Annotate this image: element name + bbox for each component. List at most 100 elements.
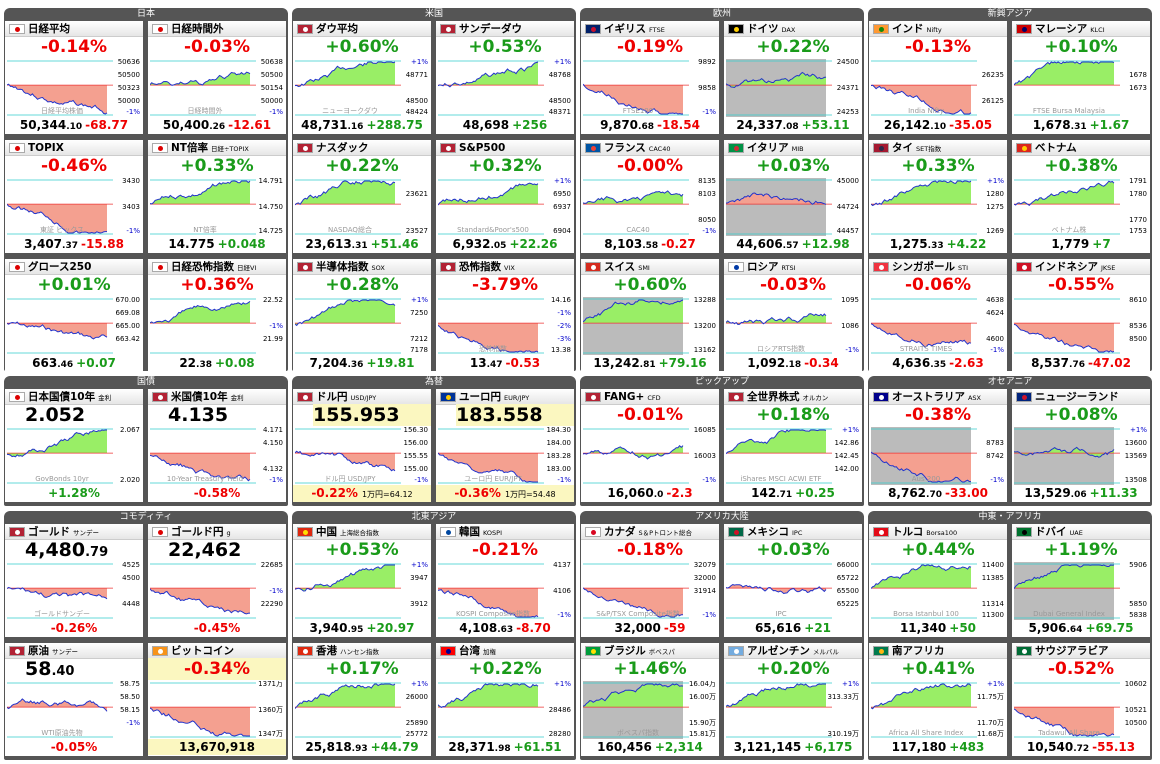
change-value: -3.79%	[471, 275, 539, 295]
change-percent-value: -0.05%	[50, 740, 98, 754]
market-tile[interactable]: サウジアラビア -0.52% 10602 10521 10500 Tadawul All …	[1012, 643, 1150, 756]
market-tile[interactable]: NT倍率 日経÷TOPIX +0.33% 14.791 14.750 14.725 NT倍率…	[148, 140, 286, 253]
sparkline-chart: 66000 65722 65500 65225 IPC	[726, 562, 859, 619]
market-tile[interactable]: 台湾 加権 +0.22% +1% 28486 28280 28,371.98 +61.51	[436, 643, 574, 756]
tile-name-label: 香港	[316, 645, 337, 657]
market-tile[interactable]: サンデーダウ +0.53% +1% 48768 48500 48371 48,698 +256	[436, 21, 574, 134]
market-tile[interactable]: スイス SMI +0.60% 13288 13200 13162 13,242.81 +79.…	[581, 259, 719, 372]
market-tile[interactable]: トルコ Borsa100 +0.44% 11400 11385 11314 11300 Bor…	[869, 524, 1007, 637]
market-tile[interactable]: ロシア RTSI -0.03% 1095 1086 -1% ロシアRTS指数 1,092.18…	[724, 259, 862, 372]
axis-level-label: 25890	[406, 719, 428, 727]
price-value: 1,275	[889, 237, 928, 251]
price-decimal: .31	[1070, 122, 1087, 132]
axis-level-label: 21.99	[263, 335, 283, 343]
tile-sub-label: 加権	[483, 648, 496, 656]
price-decimal: .0	[653, 490, 664, 500]
tile-name-label: 半導体指数	[316, 261, 369, 273]
market-tile[interactable]: 全世界株式 オルカン +0.18% +1% 142.86 142.45 142.00 iSha…	[724, 389, 862, 502]
tile-name: 台湾 加権	[459, 644, 496, 659]
market-tile[interactable]: ドバイ UAE +1.19% 5906 5850 5838 Dubai General In…	[1012, 524, 1150, 637]
flag-emblem	[733, 394, 739, 400]
market-tile[interactable]: ベトナム +0.38% 1791 1780 1770 1753 ベトナム株 1,779 +7	[1012, 140, 1150, 253]
market-tile[interactable]: 日本国債10年 金利 2.052 2.067 2.020 GovBonds 10yr +1.…	[5, 389, 143, 502]
tile-name-label: 日本国債10年	[28, 391, 96, 403]
market-tile[interactable]: ニュージーランド +0.08% +1% 13600 13569 13508 13,529.0…	[1012, 389, 1150, 502]
market-tile[interactable]: フランス CAC40 -0.00% 8135 8103 8050 -1% CAC40 8,103…	[581, 140, 719, 253]
market-tile[interactable]: メキシコ IPC +0.03% 66000 65722 65500 65225 IPC 65,6…	[724, 524, 862, 637]
tile-sub-label: FTSE	[649, 26, 665, 34]
tile-header: 韓国 KOSPI	[436, 524, 574, 540]
axis-level-label: 13162	[694, 346, 716, 354]
market-tile[interactable]: 日経時間外 -0.03% 50638 50500 50154 50000 -1% 日経時間外 5…	[148, 21, 286, 134]
market-group: 中東・アフリカ トルコ Borsa100 +0.44% 11400 11385 11314 1…	[868, 511, 1152, 760]
price-decimal: .93	[351, 744, 368, 754]
market-tile[interactable]: イタリア MIB +0.03% 45000 44724 44457 44,606.57 +12…	[724, 140, 862, 253]
market-tile[interactable]: 中国 上海総合指数 +0.53% +1% 3947 3912 3,940.95 +20.97	[293, 524, 431, 637]
market-tile[interactable]: 香港 ハンセン指数 +0.17% +1% 26000 25890 25772 25,818.9…	[293, 643, 431, 756]
price-change: +2,314	[654, 740, 703, 754]
market-tile[interactable]: 恐怖指数 VIX -3.79% 14.16 -1% -2% -3% 13.38 恐怖指数 13.4…	[436, 259, 574, 372]
market-tile[interactable]: 米国債10年 金利 4.135 4.171 4.150 4.132 -1% 10-Year T…	[148, 389, 286, 502]
market-tile[interactable]: グロース250 +0.01% 670.00 669.08 665.00 663.42 663…	[5, 259, 143, 372]
flag-emblem	[445, 394, 451, 400]
axis-level-label: 9892	[698, 59, 716, 66]
market-tile[interactable]: ブラジル ボベスパ +1.46% 16.04万 16.00万 15.90万 15.81万 ボベ…	[581, 643, 719, 756]
price-row: 13.47 -0.53	[436, 355, 574, 372]
market-tile[interactable]: ドイツ DAX +0.22% 24500 24371 24253 24,337.08 +53.…	[724, 21, 862, 134]
market-tile[interactable]: 原油 サンデー 58.40 58.75 58.50 58.15 -1% WTI原油先物 -0.0…	[5, 643, 143, 756]
market-tile[interactable]: FANG+ CFD -0.01% 16085 16003 -1% 16,060.0 -2.3	[581, 389, 719, 502]
market-tile[interactable]: カナダ S＆Pトロント総合 -0.18% 32079 32000 31914 -1% S&P/…	[581, 524, 719, 637]
market-tile[interactable]: 南アフリカ +0.41% +1% 11.75万 11.70万 11.68万 Africa A…	[869, 643, 1007, 756]
tile-header: 日経時間外	[148, 21, 286, 37]
tile-name: ナスダック	[316, 141, 369, 155]
market-tile[interactable]: マレーシア KLCI +0.10% 1678 1673 FTSE Bursa Malays…	[1012, 21, 1150, 134]
price-row: 5,906.64 +69.75	[1012, 620, 1150, 637]
flag-icon	[297, 262, 313, 272]
axis-level-label: 48500	[549, 97, 571, 105]
market-tile[interactable]: タイ SET指数 +0.33% +1% 1280 1275 1269 1,275.33 +4.2…	[869, 140, 1007, 253]
market-tile[interactable]: 日経恐怖指数 日経VI +0.36% 22.52 -1% 21.99 22.38 +0.08	[148, 259, 286, 372]
market-tile[interactable]: S&P500 +0.32% +1% 6950 6937 6904 Standard&Poor…	[436, 140, 574, 253]
tile-sub-label: 金利	[230, 394, 244, 402]
price-change: -47.02	[1087, 356, 1131, 370]
market-group: 為替 ドル円 USD/JPY 155.953 156.30 156.00 155.55 155…	[292, 376, 576, 506]
market-tile[interactable]: インド Nifty -0.13% 26235 26125 India Nifty 26,14…	[869, 21, 1007, 134]
price-decimal: .16	[347, 122, 364, 132]
tile-header: ブラジル ボベスパ	[581, 643, 719, 659]
market-tile[interactable]: ビットコイン -0.34% 1371万 1360万 1347万 13,670,918	[148, 643, 286, 756]
market-tile[interactable]: 半導体指数 SOX +0.28% +1% 7250 7212 7178 7,204.36 +19…	[293, 259, 431, 372]
market-tile[interactable]: 日経平均 -0.14% 50636 50500 50323 50000 -1% 日経平均株価 5…	[5, 21, 143, 134]
sparkline-chart: +1% 1280 1275 1269	[871, 178, 1004, 235]
market-tile[interactable]: アルゼンチン メルバル +0.20% +1% 313.33万 310.19万 3,121,1…	[724, 643, 862, 756]
axis-level-label: 50000	[261, 97, 283, 105]
market-tile[interactable]: 韓国 KOSPI -0.21% 4137 4106 -1% KOSPI Composite指…	[436, 524, 574, 637]
market-tile[interactable]: TOPIX -0.46% 3430 3403 -1% 東証 ピックス 3,407.37 -15…	[5, 140, 143, 253]
market-tile[interactable]: シンガポール STI -0.06% 4638 4624 4600 -1% STRAITS TI…	[869, 259, 1007, 372]
price-change: +20.97	[366, 621, 415, 635]
market-tile[interactable]: インドネシア JKSE -0.55% 8610 8536 8500 8,537.76 -47.…	[1012, 259, 1150, 372]
price-row: 9,870.68 -18.54	[581, 117, 719, 134]
chart-line	[295, 683, 396, 709]
price-row: 22.38 +0.08	[148, 355, 286, 372]
market-tile[interactable]: ドル円 USD/JPY 155.953 156.30 156.00 155.55 155.0…	[293, 389, 431, 502]
market-tile[interactable]: ダウ平均 +0.60% +1% 48771 48500 48424 ニューヨークダウ 48,7…	[293, 21, 431, 134]
flag-emblem	[878, 394, 884, 400]
chart-line	[150, 454, 251, 482]
market-tile[interactable]: ゴールド サンデー 4,480.79 4525 4500 4448 ゴールドサンデー -0.2…	[5, 524, 143, 637]
chart-line	[295, 299, 396, 327]
axis-level-label: +1%	[987, 178, 1004, 185]
chart-watermark: 恐怖指数	[479, 344, 507, 353]
price-value: 48,731	[301, 118, 348, 132]
sparkline-chart: +1% 48771 48500 48424 ニューヨークダウ	[295, 59, 429, 116]
tile-header: トルコ Borsa100	[869, 524, 1007, 540]
market-tile[interactable]: ナスダック +0.22% 23621 23527 NASDAQ総合 23,613.31 +5…	[293, 140, 431, 253]
flag-emblem	[733, 264, 739, 270]
market-tile[interactable]: オーストラリア ASX -0.38% 8783 8742 -1% Aus 200 8,762.…	[869, 389, 1007, 502]
chart-line	[438, 61, 539, 88]
price-change: -2.63	[949, 356, 984, 370]
price-decimal: .26	[209, 122, 226, 132]
chart-area	[871, 181, 971, 206]
market-tile[interactable]: イギリス FTSE -0.19% 9892 9858 -1% FTSE100 9,870.68…	[581, 21, 719, 134]
market-tile[interactable]: ユーロ円 EUR/JPY 183.558 184.30 184.00 183.28 183.…	[436, 389, 574, 502]
market-tile[interactable]: ゴールド円 g 22,462 22685 -1% 22290 -0.45%	[148, 524, 286, 637]
